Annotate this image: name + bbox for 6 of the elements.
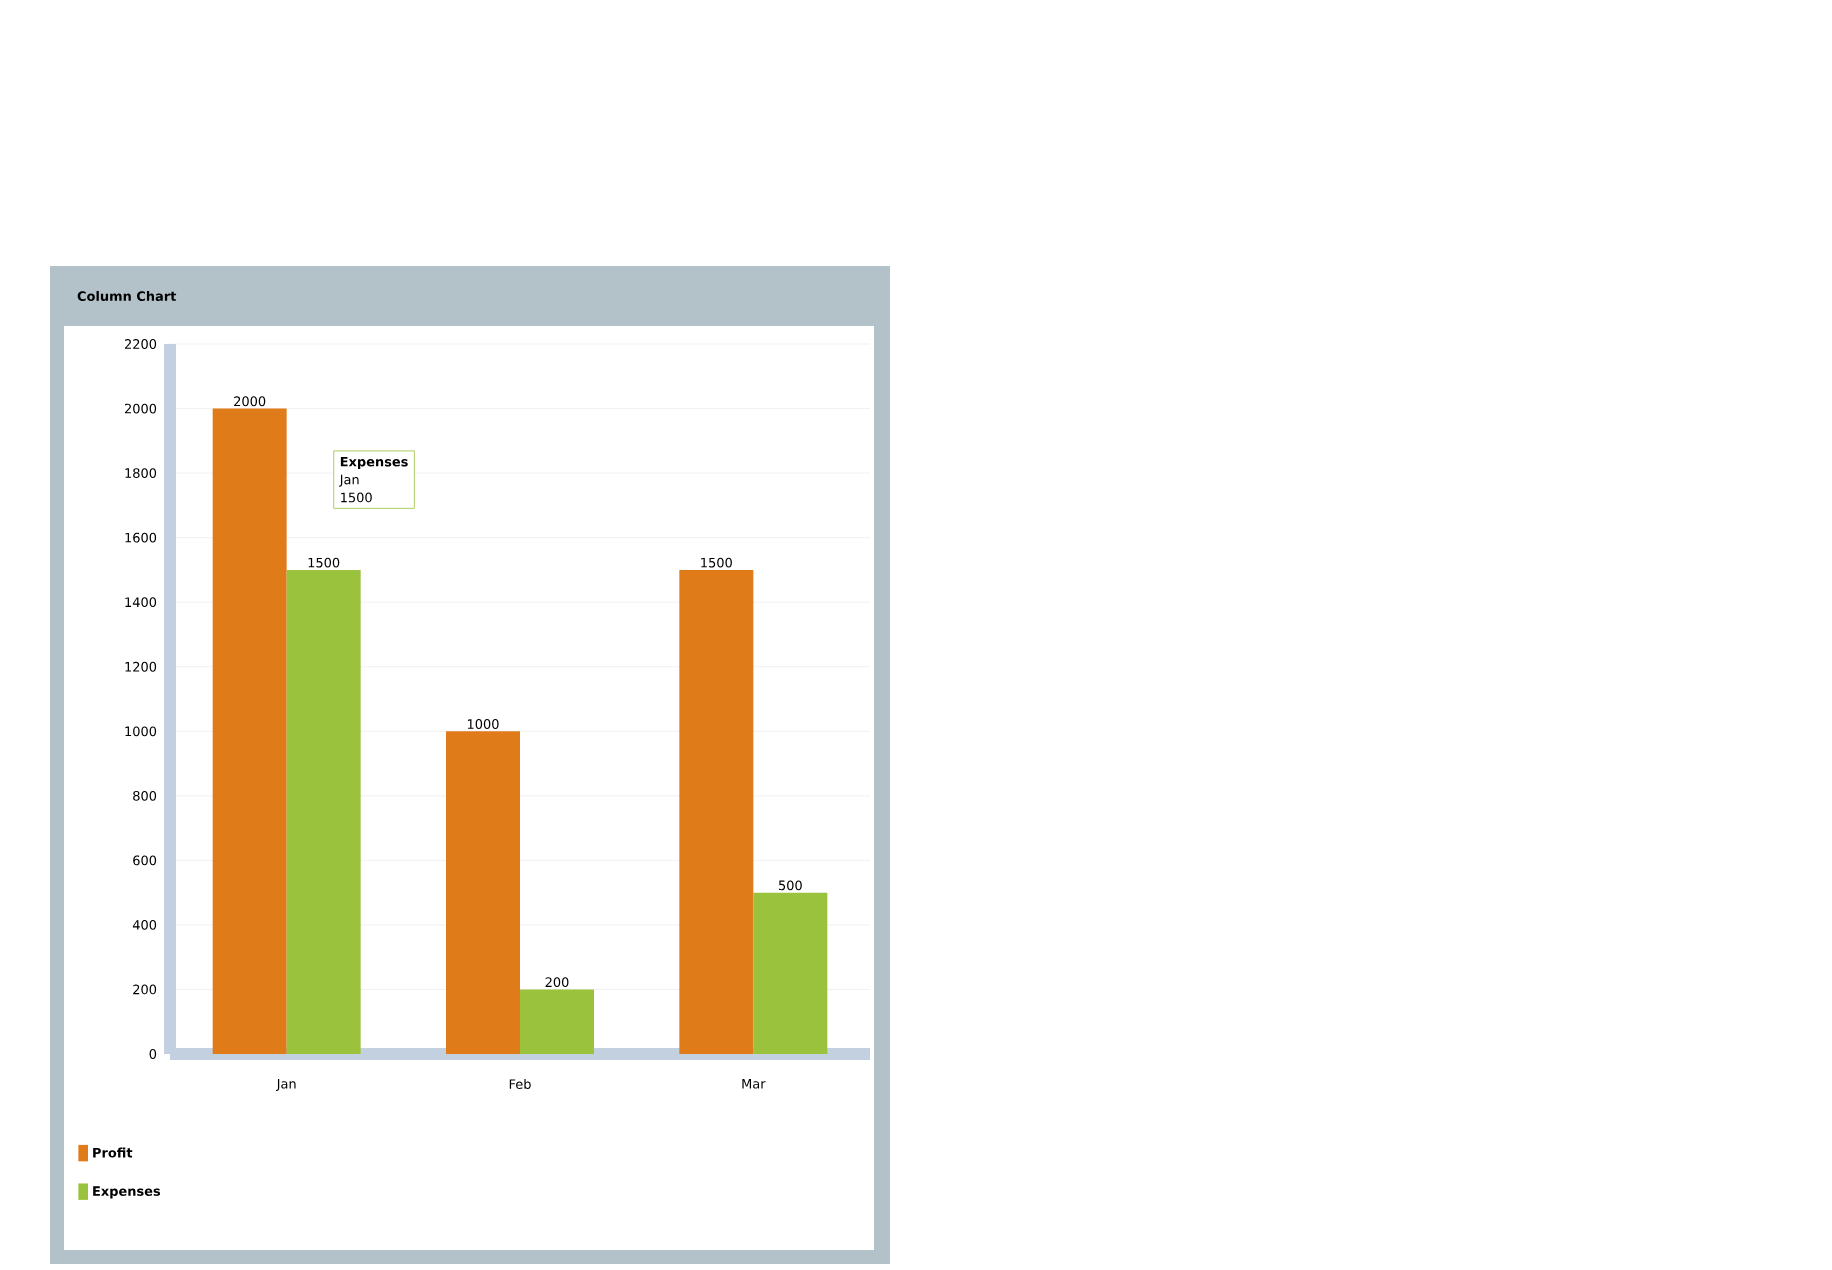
bar bbox=[520, 989, 594, 1054]
bar bbox=[753, 892, 828, 1054]
bar bbox=[679, 569, 754, 1054]
bar bbox=[446, 731, 520, 1054]
bar bbox=[212, 408, 287, 1054]
bar bbox=[286, 569, 361, 1054]
